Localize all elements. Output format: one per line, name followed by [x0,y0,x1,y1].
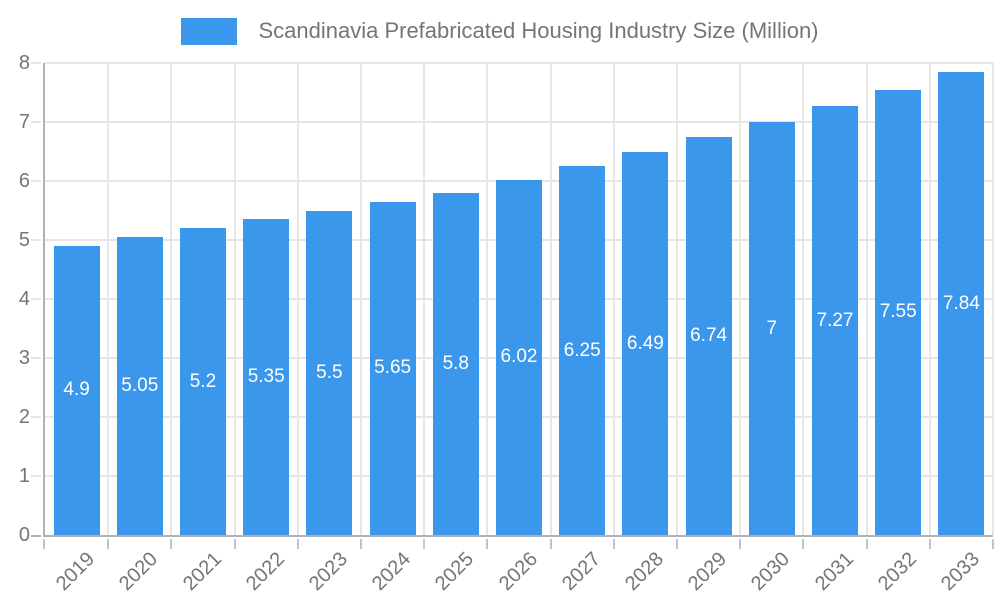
bar[interactable] [116,237,163,535]
x-tick-mark [802,539,805,549]
x-tick-label: 2025 [431,548,479,596]
y-tick-mark [31,357,41,359]
bar[interactable] [496,179,542,535]
bar[interactable] [748,122,795,535]
x-tick-mark [170,539,173,549]
x-tick-label: 2029 [684,548,732,596]
x-tick-mark [739,539,742,549]
y-tick-label: 3 [18,347,30,369]
x-tick-label: 2030 [747,548,795,596]
x-tick-mark [676,539,678,549]
x-tick-label: 2032 [873,548,921,596]
x-tick-label: 2028 [620,548,668,596]
bar[interactable] [243,219,290,535]
y-tick-mark [31,535,41,537]
x-gridline [676,63,678,535]
x-tick-label: 2022 [241,548,289,596]
bar[interactable] [685,137,732,535]
y-tick-mark [31,298,41,300]
x-tick-label: 2027 [557,548,605,596]
x-gridline [170,63,173,535]
x-tick-mark [296,539,299,549]
x-tick-mark [549,539,552,549]
x-gridline [992,63,994,535]
y-tick-label: 7 [18,111,30,133]
y-tick-label: 1 [18,465,30,487]
x-tick-mark [612,539,615,549]
x-tick-label: 2023 [304,548,352,596]
y-tick-label: 0 [18,524,30,546]
bar[interactable] [369,201,416,535]
y-tick-mark [31,121,41,123]
bar[interactable] [875,89,922,535]
x-tick-label: 2026 [494,548,542,596]
y-tick-label: 2 [18,406,30,428]
bar[interactable] [180,228,226,535]
x-gridline [928,63,931,535]
x-gridline [802,63,805,535]
legend-label: Scandinavia Prefabricated Housing Indust… [258,18,819,43]
x-tick-mark [486,539,489,549]
x-tick-mark [423,539,426,549]
x-tick-label: 2024 [368,548,416,596]
x-tick-mark [107,539,110,549]
x-gridline [549,63,552,535]
x-tick-label: 2020 [115,548,163,596]
x-gridline [107,63,110,535]
x-tick-mark [928,539,931,549]
x-tick-label: 2033 [936,548,984,596]
x-gridline [423,63,426,535]
bar[interactable] [812,106,858,535]
x-tick-mark [360,539,362,549]
y-tick-mark [31,62,41,64]
y-gridline [45,121,993,123]
x-tick-mark [233,539,236,549]
y-tick-label: 4 [18,288,30,310]
x-gridline [739,63,742,535]
y-tick-mark [31,416,41,418]
bar[interactable] [622,152,669,535]
x-gridline [360,63,362,535]
x-gridline [612,63,615,535]
x-tick-label: 2019 [52,548,100,596]
legend-swatch-icon [181,17,238,45]
bar[interactable] [53,245,100,535]
x-gridline [486,63,489,535]
x-tick-label: 2021 [178,548,226,596]
y-tick-label: 5 [18,229,30,251]
bar[interactable] [432,192,479,535]
x-gridline [865,63,868,535]
x-tick-label: 2031 [810,548,858,596]
x-gridline [296,63,299,535]
y-tick-mark [31,239,41,241]
y-tick-mark [31,180,41,182]
y-tick-label: 8 [18,52,30,74]
legend[interactable]: Scandinavia Prefabricated Housing Indust… [0,14,1000,48]
bar[interactable] [306,210,353,535]
bar[interactable] [938,72,985,535]
y-tick-label: 6 [18,170,30,192]
x-tick-mark [992,539,994,549]
x-gridline [233,63,236,535]
y-gridline [45,62,993,64]
x-tick-mark [43,539,45,549]
y-tick-mark [31,475,41,477]
x-tick-mark [865,539,868,549]
bar[interactable] [559,166,606,535]
plot-area: 4.9 5.05 5.2 5.35 5.5 5.65 5.8 6.02 6.25 6.49 6.74… [31,62,994,549]
